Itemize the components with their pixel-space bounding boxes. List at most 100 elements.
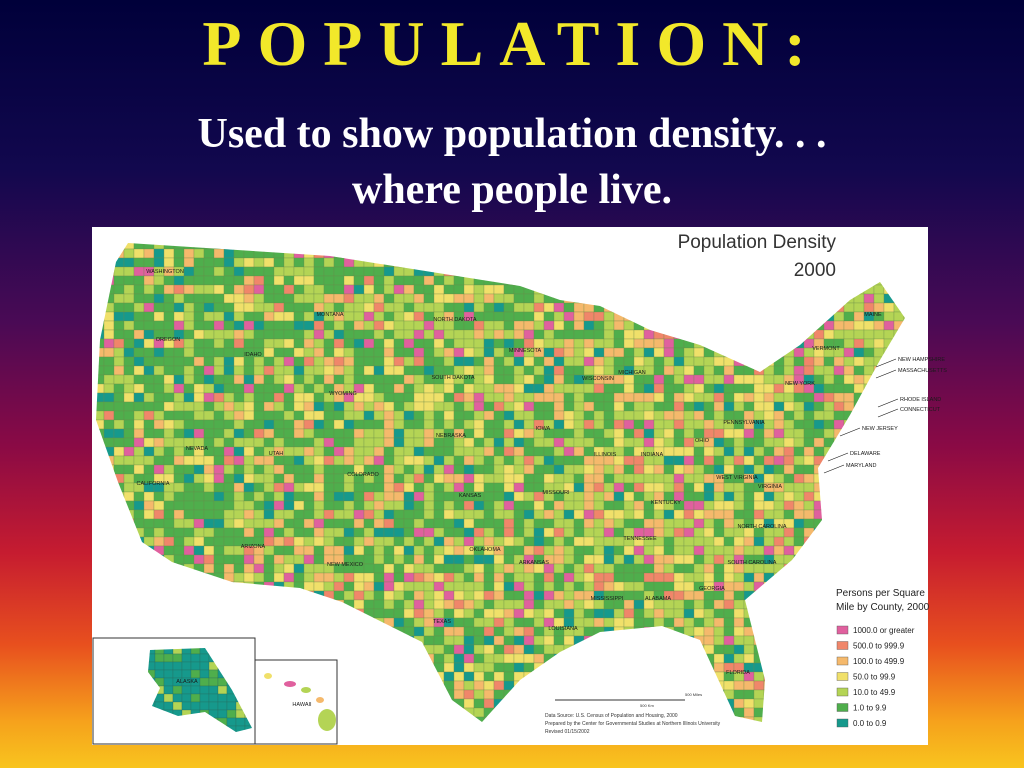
county — [803, 446, 815, 457]
borough — [226, 709, 237, 719]
county — [513, 590, 525, 601]
county — [163, 500, 175, 511]
county — [263, 500, 275, 511]
county — [373, 320, 385, 331]
county — [423, 500, 435, 511]
county — [563, 635, 575, 646]
county — [753, 401, 765, 412]
county — [293, 428, 305, 439]
county — [463, 302, 475, 313]
county — [803, 419, 815, 430]
county — [573, 527, 585, 538]
borough — [190, 669, 201, 679]
county — [453, 554, 465, 565]
county — [473, 374, 485, 385]
county — [473, 455, 485, 466]
county — [683, 365, 695, 376]
county — [613, 356, 625, 367]
county — [653, 428, 665, 439]
county — [213, 275, 225, 286]
county — [563, 383, 575, 394]
county — [303, 347, 315, 358]
county — [483, 536, 495, 547]
county — [863, 329, 875, 340]
map-title: 2000 — [794, 260, 836, 281]
county — [823, 356, 835, 367]
county — [383, 365, 395, 376]
county — [483, 311, 495, 322]
county — [513, 662, 525, 673]
county — [393, 500, 405, 511]
county — [473, 365, 485, 376]
county — [543, 437, 555, 448]
county — [313, 428, 325, 439]
county — [363, 383, 375, 394]
county — [223, 536, 235, 547]
county — [173, 446, 185, 457]
county — [203, 383, 215, 394]
county — [353, 500, 365, 511]
county — [543, 590, 555, 601]
county — [403, 590, 415, 601]
county — [503, 365, 515, 376]
county — [773, 545, 785, 556]
county — [263, 284, 275, 295]
county — [453, 545, 465, 556]
county — [323, 338, 335, 349]
county — [413, 626, 425, 637]
county — [193, 518, 205, 529]
county — [233, 473, 245, 484]
county — [653, 482, 665, 493]
county — [603, 572, 615, 583]
county — [283, 437, 295, 448]
county — [123, 356, 135, 367]
county — [443, 509, 455, 520]
county — [223, 464, 235, 475]
county — [333, 437, 345, 448]
county — [163, 428, 175, 439]
county — [393, 509, 405, 520]
county — [413, 473, 425, 484]
county — [473, 671, 485, 682]
county — [593, 491, 605, 502]
county — [123, 437, 135, 448]
county — [343, 374, 355, 385]
county — [493, 347, 505, 358]
county — [183, 464, 195, 475]
county — [453, 662, 465, 673]
county — [353, 536, 365, 547]
county — [143, 428, 155, 439]
county — [673, 554, 685, 565]
county — [603, 527, 615, 538]
county — [603, 545, 615, 556]
county — [633, 347, 645, 358]
county — [263, 392, 275, 403]
county — [293, 563, 305, 574]
county — [223, 392, 235, 403]
county — [313, 257, 325, 268]
county — [633, 392, 645, 403]
county — [603, 491, 615, 502]
county — [583, 617, 595, 628]
county — [193, 320, 205, 331]
county — [733, 446, 745, 457]
county — [483, 563, 495, 574]
county — [383, 329, 395, 340]
county — [523, 653, 535, 664]
county — [873, 320, 885, 331]
county — [383, 509, 395, 520]
county — [383, 455, 395, 466]
county — [553, 356, 565, 367]
county — [613, 329, 625, 340]
county — [373, 383, 385, 394]
county — [473, 617, 485, 628]
legend-swatch — [836, 672, 849, 681]
county — [143, 284, 155, 295]
county — [313, 527, 325, 538]
county — [453, 644, 465, 655]
county — [273, 401, 285, 412]
county — [703, 446, 715, 457]
county — [123, 347, 135, 358]
county — [203, 518, 215, 529]
county — [203, 500, 215, 511]
